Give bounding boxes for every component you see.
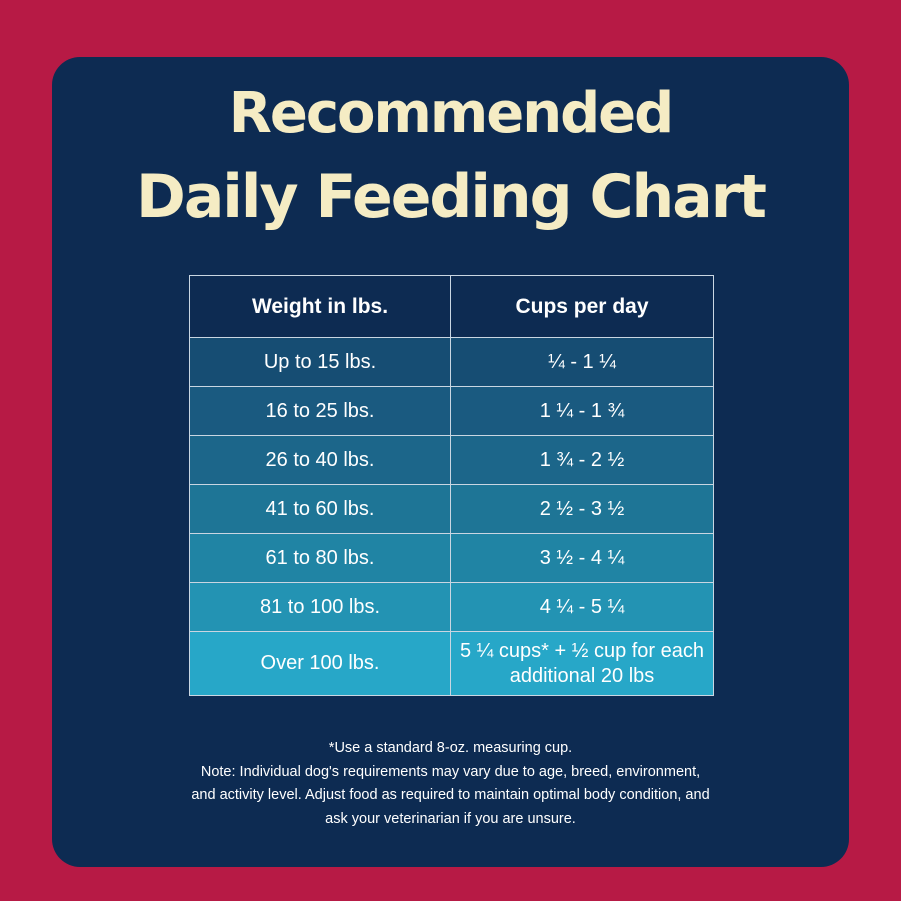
- table-row: 26 to 40 lbs. 1 ¾ - 2 ½: [189, 435, 714, 485]
- cups-cell-line-2: additional 20 lbs: [509, 664, 655, 687]
- table-row: 61 to 80 lbs. 3 ½ - 4 ¼: [189, 533, 714, 583]
- title-line-1: Recommended: [228, 81, 674, 146]
- footnote: *Use a standard 8-oz. measuring cup. Not…: [52, 737, 849, 831]
- footnote-line-1: *Use a standard 8-oz. measuring cup.: [328, 740, 573, 756]
- cups-cell: 5 ¼ cups* + ½ cup for each additional 20…: [450, 631, 714, 696]
- header-cups: Cups per day: [450, 275, 714, 338]
- feeding-table: Weight in lbs. Cups per day Up to 15 lbs…: [189, 275, 714, 696]
- table-row: Over 100 lbs. 5 ¼ cups* + ½ cup for each…: [189, 631, 714, 696]
- table-row: 41 to 60 lbs. 2 ½ - 3 ½: [189, 484, 714, 534]
- title-line-2: Daily Feeding Chart: [136, 162, 767, 232]
- table-header-row: Weight in lbs. Cups per day: [189, 275, 714, 338]
- weight-cell: Up to 15 lbs.: [189, 337, 451, 387]
- cups-cell: 3 ½ - 4 ¼: [450, 533, 714, 583]
- footnote-line-2: Note: Individual dog's requirements may …: [200, 763, 701, 780]
- weight-cell: 61 to 80 lbs.: [189, 533, 451, 583]
- weight-cell: 26 to 40 lbs.: [189, 435, 451, 485]
- weight-cell: 41 to 60 lbs.: [189, 484, 451, 534]
- cups-cell-line-1: 5 ¼ cups* + ½ cup for each: [459, 639, 705, 662]
- header-weight: Weight in lbs.: [189, 275, 451, 338]
- cups-cell: ¼ - 1 ¼: [450, 337, 714, 387]
- footnote-line-3: and activity level. Adjust food as requi…: [191, 787, 710, 803]
- feeding-chart-card: Recommended Daily Feeding Chart Weight i…: [52, 57, 849, 867]
- weight-cell: 16 to 25 lbs.: [189, 386, 451, 436]
- weight-cell: Over 100 lbs.: [189, 631, 451, 696]
- cups-cell: 1 ¾ - 2 ½: [450, 435, 714, 485]
- cups-cell: 4 ¼ - 5 ¼: [450, 582, 714, 632]
- footnote-line-4: ask your veterinarian if you are unsure.: [325, 810, 576, 827]
- table-row: 81 to 100 lbs. 4 ¼ - 5 ¼: [189, 582, 714, 632]
- cups-cell: 2 ½ - 3 ½: [450, 484, 714, 534]
- weight-cell: 81 to 100 lbs.: [189, 582, 451, 632]
- table-row: 16 to 25 lbs. 1 ¼ - 1 ¾: [189, 386, 714, 436]
- table-row: Up to 15 lbs. ¼ - 1 ¼: [189, 337, 714, 387]
- cups-cell: 1 ¼ - 1 ¾: [450, 386, 714, 436]
